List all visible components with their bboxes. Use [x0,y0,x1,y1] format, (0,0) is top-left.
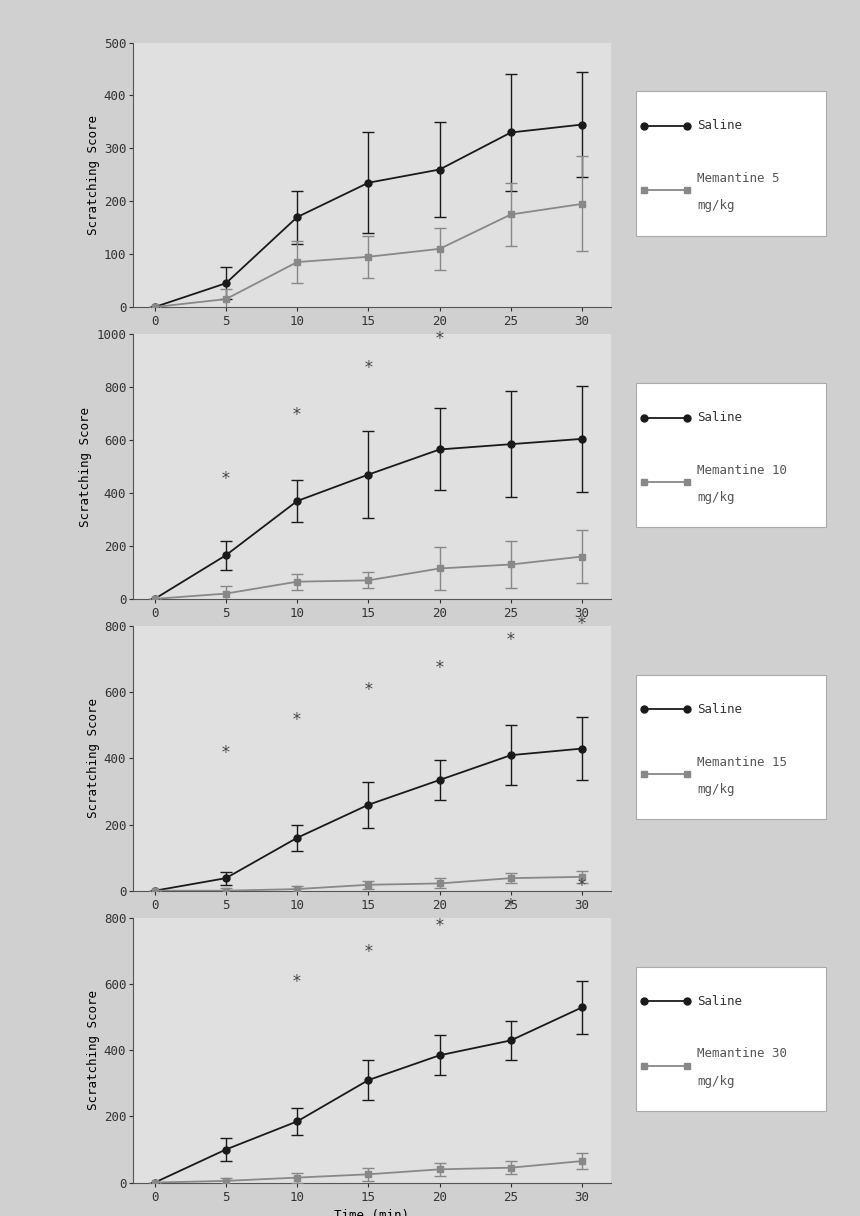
Y-axis label: Scratching Score: Scratching Score [79,406,92,527]
Y-axis label: Scratching Score: Scratching Score [87,698,100,818]
Text: *: * [434,917,445,935]
Text: *: * [292,710,302,728]
Text: *: * [577,615,587,632]
Text: *: * [292,406,302,424]
Text: *: * [364,681,373,699]
Text: Memantine 15: Memantine 15 [697,755,788,769]
Text: *: * [221,469,231,488]
Text: mg/kg: mg/kg [697,491,735,503]
X-axis label: Time (min): Time (min) [335,626,409,638]
X-axis label: Time (min): Time (min) [335,1210,409,1216]
FancyBboxPatch shape [636,967,826,1111]
Text: *: * [506,631,516,649]
Text: *: * [292,973,302,991]
Text: *: * [221,744,231,761]
Text: *: * [364,944,373,961]
FancyBboxPatch shape [636,675,826,820]
Text: *: * [364,359,373,377]
FancyBboxPatch shape [636,91,826,236]
Text: *: * [506,896,516,914]
Text: *: * [434,330,445,348]
Text: *: * [434,659,445,677]
Text: mg/kg: mg/kg [697,1075,735,1087]
Text: Memantine 30: Memantine 30 [697,1047,788,1060]
Text: Saline: Saline [697,119,742,133]
Text: Saline: Saline [697,703,742,716]
X-axis label: Time (min): Time (min) [335,918,409,930]
Text: *: * [577,877,587,895]
Text: Memantine 10: Memantine 10 [697,463,788,477]
Y-axis label: Scratching Score: Scratching Score [87,114,100,235]
Text: Saline: Saline [697,995,742,1008]
FancyBboxPatch shape [636,383,826,528]
Text: mg/kg: mg/kg [697,783,735,795]
Text: Memantine 5: Memantine 5 [697,171,780,185]
Text: mg/kg: mg/kg [697,199,735,212]
X-axis label: Time (min): Time (min) [335,334,409,347]
Y-axis label: Scratching Score: Scratching Score [87,990,100,1110]
Text: Saline: Saline [697,411,742,424]
